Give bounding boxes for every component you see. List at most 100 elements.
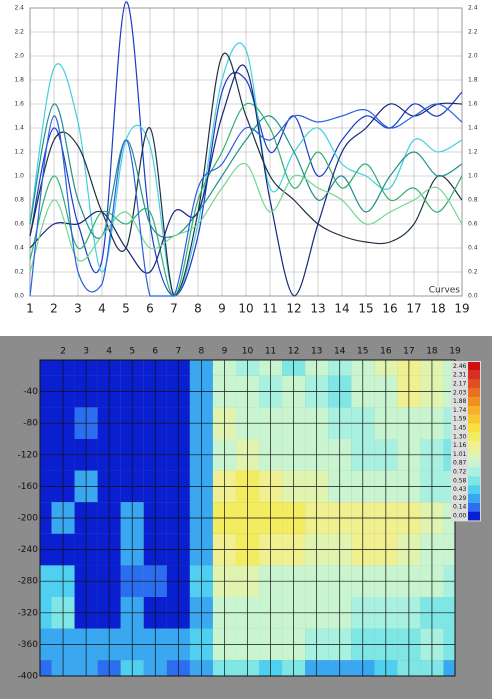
colorbar-label: 0.72 (453, 469, 467, 476)
x-tick-label: 4 (106, 347, 112, 357)
colorbar-swatch (468, 476, 480, 486)
x-tick-label: 18 (426, 347, 438, 357)
x-tick-label: 16 (382, 302, 397, 316)
x-tick-label: 10 (238, 302, 253, 316)
y-tick-label: -160 (18, 482, 39, 492)
y-tick-label: 0.0 (14, 293, 24, 300)
x-tick-label: 19 (449, 347, 461, 357)
colorbar-label: 0.58 (453, 477, 467, 484)
colorbar-label: 1.30 (453, 433, 467, 440)
x-tick-label: 5 (129, 347, 135, 357)
x-tick-label: 8 (194, 302, 202, 316)
series-line (29, 103, 463, 239)
x-tick-label: 15 (357, 347, 368, 357)
colorbar-swatch (468, 388, 480, 398)
colorbar-swatch (468, 485, 480, 494)
y-tick-label: -360 (18, 640, 39, 650)
colorbar-swatch (468, 379, 480, 389)
y-tick-label: 0.4 (14, 245, 24, 252)
x-tick-label: 15 (358, 302, 373, 316)
y-tick-label-right: 2.2 (468, 29, 478, 36)
y-tick-label-right: 0.8 (468, 197, 478, 204)
annotation: Curves (429, 286, 461, 296)
colorbar-label: 1.74 (453, 407, 467, 414)
x-tick-label: 6 (146, 302, 154, 316)
y-tick-label-right: 0.4 (468, 245, 478, 252)
y-tick-label: 2.2 (14, 29, 24, 36)
colorbar-label: 2.31 (453, 372, 467, 379)
heat-cell (443, 360, 455, 376)
colorbar-swatch (468, 397, 480, 406)
y-tick-label-right: 1.2 (468, 149, 478, 156)
colorbar-label: 1.59 (453, 416, 467, 423)
y-tick-label: 1.2 (14, 149, 24, 156)
x-tick-label: 11 (265, 347, 276, 357)
y-tick-label: 2.0 (14, 53, 24, 60)
y-tick-label: -400 (18, 672, 39, 682)
y-tick-label: -40 (23, 387, 38, 397)
y-tick-label: 2.4 (14, 5, 24, 12)
x-tick-label: 13 (311, 347, 322, 357)
colorbar-label: 1.01 (453, 451, 467, 458)
y-tick-label-right: 0.6 (468, 221, 478, 228)
colorbar-swatch (468, 441, 480, 450)
x-tick-label: 11 (262, 302, 277, 316)
colorbar-label: 0.87 (453, 460, 467, 467)
colorbar-swatch (468, 494, 480, 503)
colorbar-label: 1.16 (453, 442, 467, 449)
colorbar-swatch (468, 450, 480, 459)
y-tick-label: 0.6 (14, 221, 24, 228)
y-tick-label: -280 (18, 577, 39, 587)
colorbar-label: 2.46 (453, 363, 467, 370)
x-tick-label: 2 (50, 302, 58, 316)
series-line (29, 102, 463, 297)
y-tick-label-right: 2.0 (468, 53, 478, 60)
colorbar-label: 2.17 (453, 381, 467, 388)
heat-cell (40, 660, 52, 676)
y-tick-label: 1.4 (14, 125, 24, 132)
x-tick-label: 5 (122, 302, 130, 316)
x-tick-label: 2 (60, 347, 66, 357)
x-tick-label: 19 (454, 302, 469, 316)
x-tick-label: 7 (170, 302, 178, 316)
x-tick-label: 7 (175, 347, 181, 357)
colorbar-swatch (468, 423, 480, 433)
plot-border (29, 7, 463, 297)
colorbar-label: 0.00 (453, 513, 467, 520)
colorbar-swatch (468, 502, 480, 512)
x-tick-label: 12 (288, 347, 299, 357)
y-tick-label: -80 (23, 419, 38, 429)
heat-cell (443, 660, 455, 676)
colorbar-label: 1.45 (453, 425, 467, 432)
x-tick-label: 12 (286, 302, 301, 316)
colorbar-swatch (468, 362, 480, 371)
x-tick-label: 3 (74, 302, 82, 316)
colorbar-swatch (468, 467, 480, 477)
y-tick-label: -240 (18, 545, 39, 555)
y-tick-label: 0.2 (14, 269, 24, 276)
colorbar-label: 2.03 (453, 389, 467, 396)
series-line (29, 162, 463, 273)
y-tick-label: -120 (18, 450, 39, 460)
x-tick-label: 13 (310, 302, 325, 316)
x-tick-label: 3 (83, 347, 89, 357)
y-tick-label: -320 (18, 608, 39, 618)
x-tick-label: 9 (218, 302, 226, 316)
x-tick-label: 14 (334, 302, 349, 316)
y-tick-label-right: 1.8 (468, 77, 478, 84)
y-tick-label-right: 1.4 (468, 125, 478, 132)
x-tick-label: 8 (199, 347, 205, 357)
y-tick-label: 1.8 (14, 77, 24, 84)
colorbar-label: 0.29 (453, 495, 467, 502)
colorbar-label: 1.88 (453, 398, 467, 405)
y-tick-label: -200 (18, 514, 39, 524)
colorbar-swatch (468, 370, 480, 380)
x-tick-label: 4 (98, 302, 106, 316)
x-tick-label: 16 (380, 347, 392, 357)
colorbar-swatch (468, 432, 480, 442)
colorbar-label: 0.14 (453, 504, 467, 511)
colorbar-swatch (468, 406, 480, 415)
series-line (29, 103, 463, 297)
